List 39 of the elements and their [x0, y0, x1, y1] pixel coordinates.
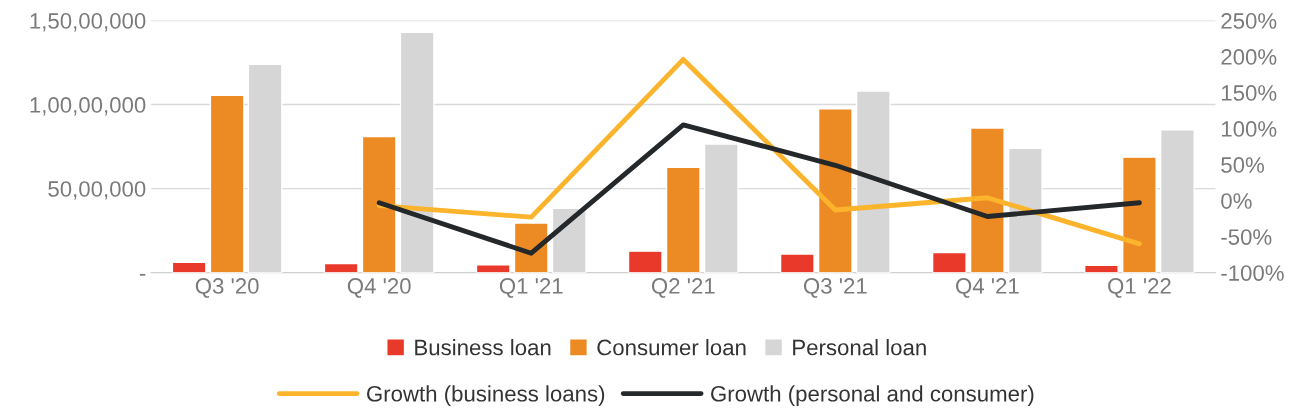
y2-tick-label: 100%: [1222, 121, 1277, 137]
bar: [665, 166, 701, 273]
legend-label: Growth (personal and consumer): [711, 385, 1034, 407]
line-series: [376, 122, 1142, 256]
bar: [475, 264, 511, 273]
legend-label: Business loan: [415, 339, 551, 356]
bar: [1122, 156, 1157, 273]
x-tick-label: Q1 '22: [1108, 278, 1171, 298]
x-tick-label: Q2 '21: [651, 278, 715, 298]
x-tick-label: Q4 '20: [347, 278, 411, 298]
bar: [969, 127, 1005, 273]
bar: [361, 135, 397, 273]
y2-tick-label: 150%: [1222, 85, 1277, 101]
legend-label: Consumer loan: [597, 339, 746, 356]
legend-label: Personal loan: [793, 339, 926, 356]
x-tick-label: Q4 '21: [956, 278, 1019, 298]
y2-tick-label: -100%: [1221, 265, 1284, 281]
y-tick-label: 1,00,00,000: [30, 97, 146, 116]
x-tick-label: Q3 '20: [195, 278, 259, 298]
bar: [209, 94, 245, 273]
bar: [323, 262, 359, 273]
bar: [817, 108, 853, 273]
y2-tick-label: 200%: [1221, 49, 1277, 65]
legend-label: Growth (business loans): [367, 385, 605, 406]
bar: [931, 251, 967, 273]
x-tick-label: Q3 '21: [803, 278, 867, 298]
x-tick-label: Q1 '21: [499, 278, 563, 298]
y-tick-label: -: [139, 273, 146, 276]
line-series: [376, 56, 1142, 247]
bar: [171, 261, 207, 273]
y-tick-label: 1,50,00,000: [30, 13, 146, 32]
y2-tick-label: 250%: [1221, 13, 1277, 29]
y2-tick-label: -50%: [1221, 229, 1272, 245]
y2-tick-label: 50%: [1221, 157, 1264, 173]
y2-tick-label: 0%: [1221, 193, 1252, 209]
y-tick-label: 50,00,000: [48, 181, 146, 200]
bar: [779, 253, 815, 273]
bar: [627, 250, 663, 273]
bar: [551, 207, 587, 273]
